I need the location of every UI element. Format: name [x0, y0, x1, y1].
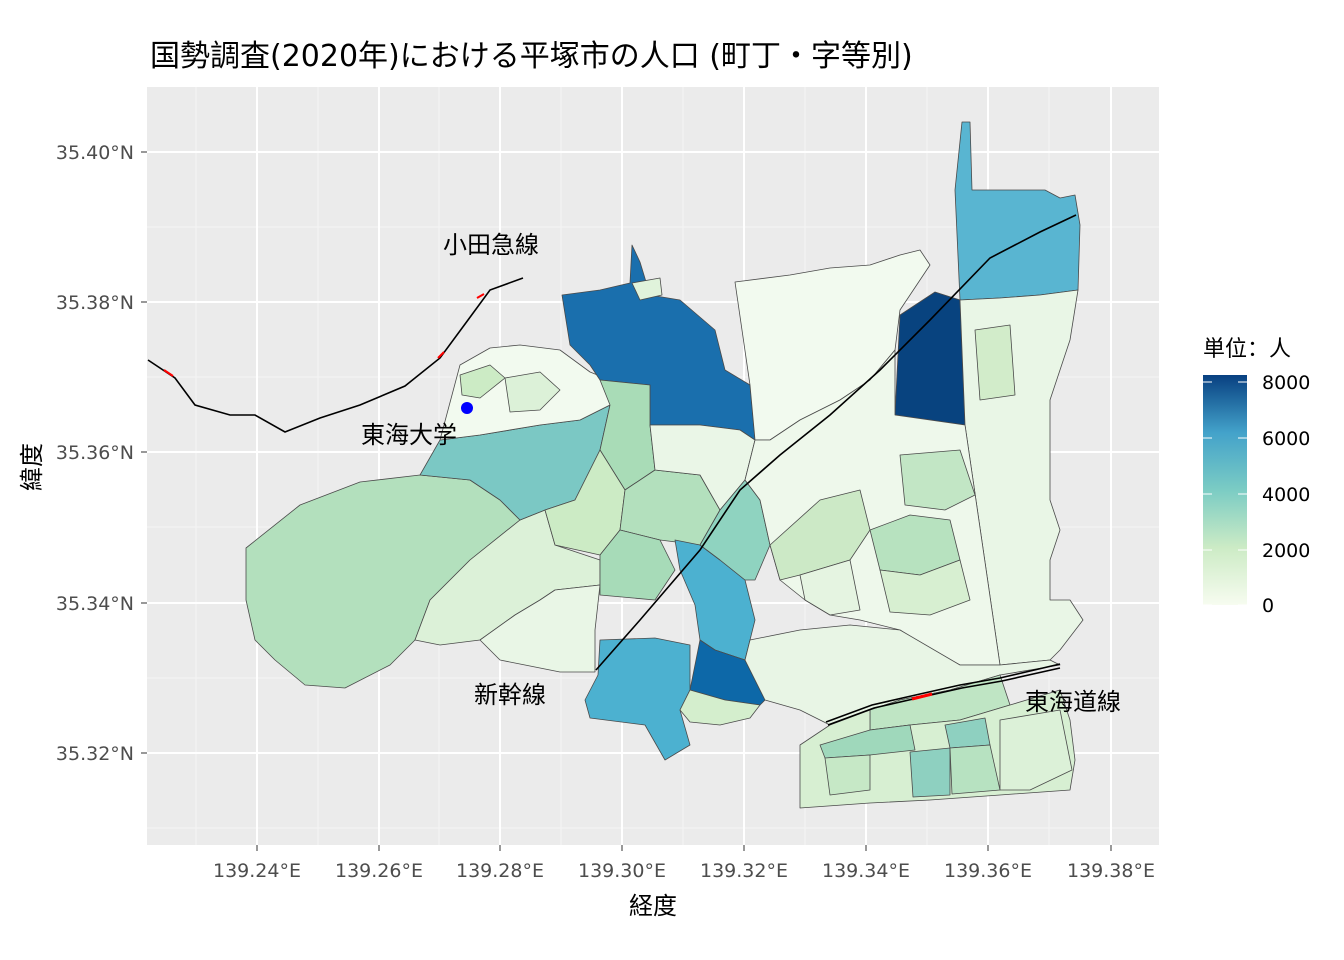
- y-tick-label: 35.40°N: [56, 142, 134, 164]
- district-e6: [974, 324, 1016, 401]
- rail-lines: [147, 214, 1077, 726]
- odakyu-station-1: [163, 369, 174, 377]
- odakyu-line: [147, 277, 524, 433]
- district-mid-pale: [679, 689, 761, 726]
- district-sw-2: [479, 584, 601, 673]
- district-univ-2: [459, 364, 506, 399]
- district-coast-sw: [824, 754, 871, 796]
- district-north-pale: [631, 277, 663, 301]
- label-tokai-univ: 東海大学: [361, 421, 457, 449]
- x-axis: 139.24°E 139.26°E 139.28°E 139.30°E 139.…: [213, 845, 1155, 882]
- x-tick-label: 139.32°E: [700, 860, 788, 882]
- y-tick-label: 35.36°N: [56, 442, 134, 464]
- district-univ-3: [504, 371, 561, 413]
- district-e5: [799, 559, 861, 616]
- legend-title: 単位：人: [1203, 337, 1291, 362]
- tokaido-station: [911, 692, 933, 701]
- legend-colorbar: [1203, 375, 1247, 605]
- shinkansen-line: [595, 214, 1077, 671]
- legend-tick: 0: [1262, 595, 1274, 617]
- odakyu-station-3: [476, 293, 485, 299]
- legend-tick: 6000: [1262, 428, 1310, 450]
- tokaido-line: [825, 663, 1061, 723]
- district-coast-teal: [909, 747, 951, 798]
- x-tick-label: 139.38°E: [1067, 860, 1155, 882]
- tokaido-line-2: [827, 667, 1061, 726]
- y-tick-label: 35.38°N: [56, 292, 134, 314]
- x-tick-label: 139.26°E: [335, 860, 423, 882]
- chart-title: 国勢調査(2020年)における平塚市の人口 (町丁・字等別): [150, 39, 913, 74]
- district-e1: [769, 489, 871, 581]
- x-tick-label: 139.34°E: [822, 860, 910, 882]
- x-tick-label: 139.30°E: [578, 860, 666, 882]
- tokai-univ-point: [461, 402, 473, 414]
- district-blue-sw: [584, 637, 691, 761]
- city-districts: [245, 121, 1084, 809]
- y-tick-label: 35.34°N: [56, 593, 134, 615]
- x-axis-title: 経度: [629, 892, 677, 920]
- x-tick-label: 139.36°E: [944, 860, 1032, 882]
- district-e4: [899, 449, 976, 511]
- legend: 単位：人 8000 6000 4000 2000 0: [1203, 337, 1310, 617]
- x-tick-label: 139.24°E: [213, 860, 301, 882]
- y-tick-label: 35.32°N: [56, 743, 134, 765]
- label-tokaido: 東海道線: [1025, 688, 1121, 716]
- district-coast-se: [999, 709, 1073, 791]
- district-dark-navy: [894, 291, 966, 426]
- label-odakyu: 小田急線: [443, 231, 539, 259]
- y-axis-title: 緯度: [18, 443, 46, 491]
- district-e3: [879, 559, 971, 616]
- odakyu-station-2: [437, 351, 445, 359]
- label-shinkansen: 新幹線: [474, 681, 546, 709]
- legend-tick: 8000: [1262, 372, 1310, 394]
- legend-tick: 2000: [1262, 540, 1310, 562]
- y-axis: 35.32°N 35.34°N 35.36°N 35.38°N 35.40°N: [56, 142, 147, 765]
- district-center-5: [599, 529, 676, 601]
- legend-tick: 4000: [1262, 484, 1310, 506]
- x-tick-label: 139.28°E: [456, 860, 544, 882]
